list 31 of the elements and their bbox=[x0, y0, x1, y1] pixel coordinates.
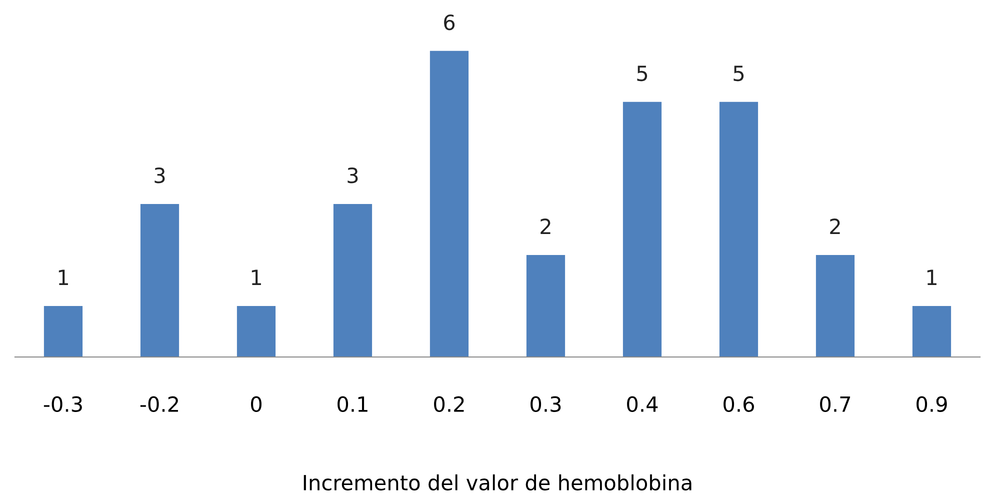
x-tick-label: 0.7 bbox=[820, 396, 850, 412]
x-tick-label: 0.3 bbox=[530, 396, 561, 412]
data-label: 6 bbox=[444, 14, 455, 30]
x-tick-label: 0.1 bbox=[338, 396, 368, 412]
data-label: 2 bbox=[830, 218, 840, 234]
x-tick-label: 0.4 bbox=[627, 396, 658, 412]
x-tick-label: 0.2 bbox=[434, 396, 464, 412]
data-label: 1 bbox=[58, 270, 68, 285]
data-label: 5 bbox=[734, 66, 744, 82]
data-label: 1 bbox=[927, 270, 936, 285]
bar bbox=[333, 204, 372, 357]
data-label: 1 bbox=[252, 270, 261, 285]
x-tick-label: -0.2 bbox=[140, 396, 178, 412]
x-tick-label: 0 bbox=[250, 396, 262, 412]
bar bbox=[236, 306, 276, 357]
data-label: 5 bbox=[637, 66, 648, 82]
bar bbox=[140, 204, 180, 357]
data-label: 3 bbox=[348, 167, 358, 184]
bar bbox=[622, 102, 662, 357]
x-tick-label: 0.9 bbox=[916, 396, 947, 412]
x-tick-label: -0.3 bbox=[44, 396, 82, 412]
bar bbox=[44, 306, 83, 357]
bar bbox=[719, 102, 758, 357]
bar bbox=[430, 50, 469, 357]
data-label: 2 bbox=[540, 218, 550, 234]
x-tick-label: 0.6 bbox=[724, 396, 754, 412]
data-label: 3 bbox=[154, 167, 165, 184]
bar bbox=[912, 306, 952, 357]
bar bbox=[816, 254, 855, 357]
x-axis-title: Incremento del valor de hemoblobina bbox=[304, 474, 692, 491]
bar bbox=[526, 254, 566, 357]
